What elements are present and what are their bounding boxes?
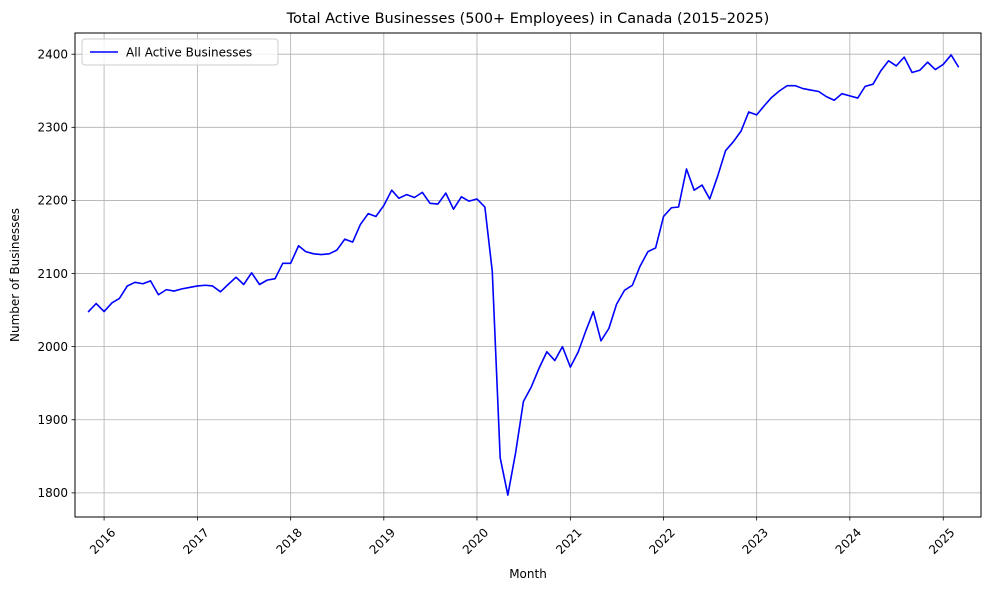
y-tick-label: 1800 [37,486,68,500]
y-axis-label: Number of Businesses [8,208,22,342]
y-tick-label: 2100 [37,267,68,281]
y-tick-label: 1900 [37,413,68,427]
chart-title: Total Active Businesses (500+ Employees)… [286,11,770,27]
plot-frame [74,32,982,518]
y-axis-ticks: 1800 1900 2000 2100 2200 2300 2400 [37,48,75,500]
y-tick-label: 2000 [37,340,68,354]
x-axis-label: Month [509,567,547,581]
legend-box [81,38,279,66]
y-tick-label: 2300 [37,121,68,135]
series-line [87,54,960,496]
legend-label: All Active Businesses [126,46,252,60]
y-tick-label: 2200 [37,194,68,208]
grid-lines [75,33,981,517]
series-layer [87,54,960,496]
y-tick-label: 2400 [37,48,68,62]
legend: All Active Businesses [81,38,279,66]
